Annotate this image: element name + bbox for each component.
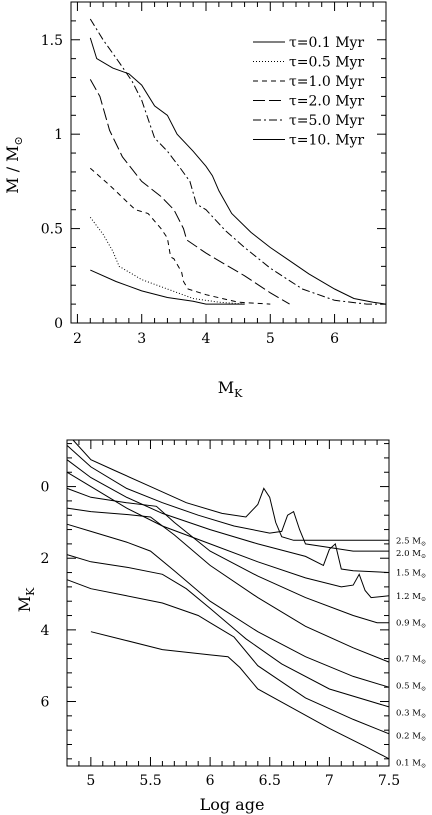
bottom-y-axis-label: MK <box>15 587 37 612</box>
series-line <box>89 18 386 305</box>
legend: τ=0.1 Myr τ=0.5 Myr τ=1.0 Myr τ=2.0 Myr τ=5.… <box>253 35 364 149</box>
x-tick-label: 7 <box>325 773 334 789</box>
mass-label: 0.7 M⊙ <box>396 655 426 666</box>
y-tick-label: 0 <box>41 480 50 496</box>
mass-track-line <box>66 554 390 708</box>
mass-curve-labels: 2.5 M⊙ 2.0 M⊙ 1.5 M⊙ 1.2 M⊙ 0.9 M⊙ 0.7 M⊙ 0.5 … <box>396 536 426 769</box>
legend-label: τ=2.0 Myr <box>289 94 364 110</box>
legend-label: τ=0.1 Myr <box>289 35 364 51</box>
mass-track-line <box>66 579 390 735</box>
top-plot-frame <box>70 1 387 324</box>
x-tick-label: 3 <box>137 331 146 347</box>
top-y-axis-label: M / M⊙ <box>3 136 25 194</box>
mass-track-line <box>72 439 389 541</box>
series-line <box>89 37 387 305</box>
x-tick-label: 6 <box>330 331 339 347</box>
mass-label: 0.9 M⊙ <box>396 619 426 630</box>
bottom-x-axis-label: Log age <box>200 795 265 814</box>
y-tick-label: 0 <box>54 316 63 332</box>
mass-track-line <box>90 631 390 760</box>
x-tick-label: 5.5 <box>139 773 161 789</box>
y-tick-label: 4 <box>41 623 50 639</box>
mass-label: 2.5 M⊙ <box>396 536 426 547</box>
series-line <box>89 79 290 305</box>
x-tick-label: 6.5 <box>259 773 281 789</box>
mass-label: 1.5 M⊙ <box>396 569 426 580</box>
mass-track-line <box>66 445 389 552</box>
legend-label: τ=1.0 Myr <box>289 74 364 90</box>
x-tick-label: 6 <box>206 773 215 789</box>
series-line <box>89 216 245 305</box>
top-x-axis-label: MK <box>218 378 243 400</box>
mass-label: 0.2 M⊙ <box>396 732 426 743</box>
mass-label: 0.3 M⊙ <box>396 708 426 719</box>
x-tick-label: 7.5 <box>378 773 400 789</box>
x-tick-label: 5 <box>86 773 95 789</box>
legend-label: τ=10. Myr <box>289 133 364 149</box>
mass-track-line <box>66 523 390 688</box>
series-line <box>89 167 271 305</box>
x-tick-label: 5 <box>266 331 275 347</box>
series-line <box>90 269 245 305</box>
y-tick-label: 2 <box>41 551 50 567</box>
mass-label: 2.0 M⊙ <box>396 549 426 560</box>
mass-vs-magnitude-chart: 2 3 4 5 6 0 0.5 1 1.5 τ=0.1 Myr τ=0.5 Myr τ=1.0 My… <box>3 1 387 400</box>
mass-track-line <box>66 487 389 624</box>
top-curves <box>89 18 387 305</box>
legend-label: τ=5.0 Myr <box>289 113 364 129</box>
bottom-axis-ticks: 5 5.5 6 6.5 7 7.5 0 2 4 6 <box>41 440 400 789</box>
y-tick-label: 0.5 <box>41 222 63 238</box>
top-axis-ticks: 2 3 4 5 6 0 0.5 1 1.5 <box>41 1 387 347</box>
magnitude-vs-age-chart: 5 5.5 6 6.5 7 7.5 0 2 4 6 2.5 M⊙ 2.0 M⊙ 1.5 M⊙ 1.2 M… <box>15 439 426 814</box>
x-tick-label: 2 <box>73 331 82 347</box>
legend-label: τ=0.5 Myr <box>289 55 364 71</box>
mass-label: 0.5 M⊙ <box>396 681 426 692</box>
mass-track-line <box>66 507 390 663</box>
y-tick-label: 6 <box>41 695 50 711</box>
x-tick-label: 4 <box>202 331 211 347</box>
mass-label: 1.2 M⊙ <box>396 592 426 603</box>
y-tick-label: 1.5 <box>41 33 63 49</box>
y-tick-label: 1 <box>54 127 63 143</box>
mass-label: 0.1 M⊙ <box>396 758 426 769</box>
bottom-plot-frame <box>66 439 390 767</box>
mass-track-line <box>66 459 390 573</box>
mass-track-line <box>66 471 390 599</box>
bottom-curves <box>66 439 390 760</box>
